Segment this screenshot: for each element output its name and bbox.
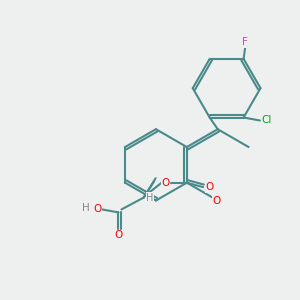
Text: O: O bbox=[206, 182, 214, 192]
Text: F: F bbox=[242, 38, 248, 47]
Text: O: O bbox=[212, 196, 220, 206]
Text: O: O bbox=[161, 178, 169, 188]
Text: Cl: Cl bbox=[261, 116, 272, 125]
Text: O: O bbox=[93, 204, 101, 214]
Text: O: O bbox=[114, 230, 123, 240]
Text: H: H bbox=[82, 203, 90, 213]
Text: H: H bbox=[146, 193, 154, 202]
